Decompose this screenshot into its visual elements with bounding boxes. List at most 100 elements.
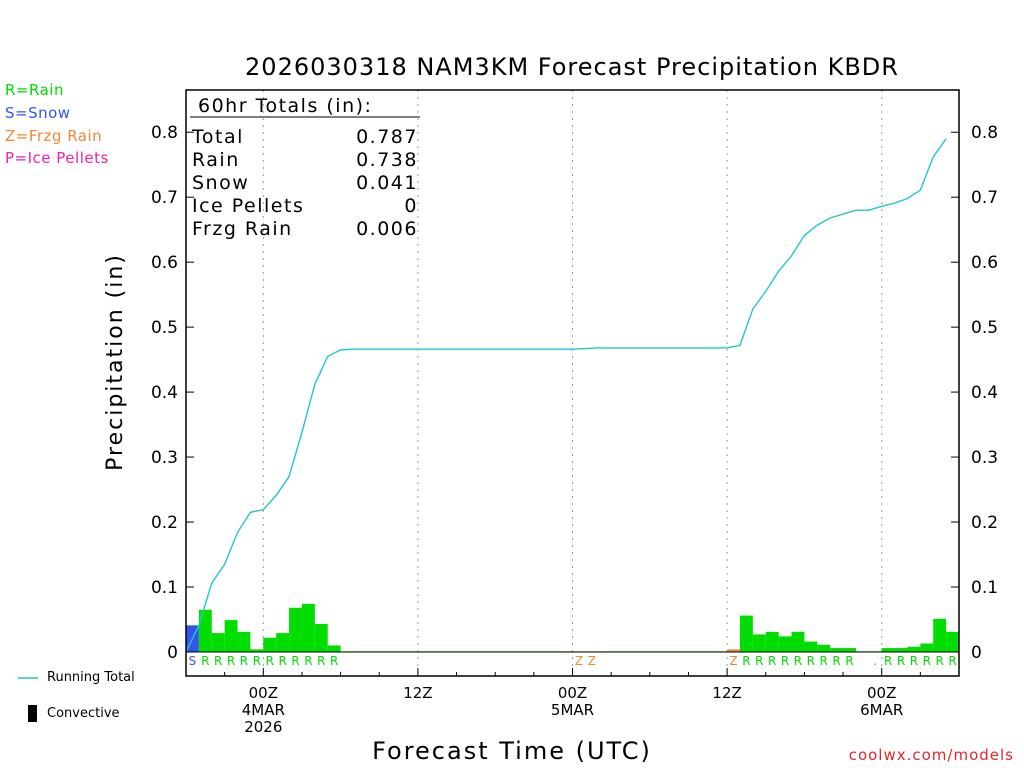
precip-bar-h50	[817, 644, 831, 652]
y-tick-label-left: 0.4	[151, 383, 178, 403]
ptype-label-h12: R	[330, 654, 338, 668]
precip-bar-h55	[881, 648, 895, 652]
chart-title: 2026030318 NAM3KM Forecast Precipitation…	[245, 53, 899, 81]
y-tick-label-right: 0.5	[971, 318, 998, 338]
running-total-line	[185, 138, 947, 653]
ptype-label-h51: R	[832, 654, 840, 668]
x-tick-label: 12Z	[403, 684, 432, 702]
totals-box: 60hr Totals (in): Total 0.787 Rain 0.738…	[190, 95, 420, 240]
x-tick-label: 5MAR	[551, 701, 594, 719]
precip-bar-h52	[843, 648, 856, 652]
ptype-label-h9: R	[291, 654, 299, 668]
y-tick-label-right: 0	[971, 643, 982, 663]
ptype-label-h59: R	[936, 654, 944, 668]
ptype-label-h7: R	[266, 654, 274, 668]
ptype-label-h57: R	[910, 654, 918, 668]
x-tick-label: 12Z	[712, 684, 741, 702]
ptype-label-h6: R	[253, 654, 261, 668]
ptype-label-h31: Z	[575, 654, 583, 668]
precip-bar-h3	[211, 633, 225, 652]
x-tick-label: 00Z	[558, 684, 587, 702]
precip-bar-h7	[263, 637, 277, 652]
legend-frzg-rain: Z=Frzg Rain	[5, 127, 103, 145]
y-tick-label-right: 0.3	[971, 448, 998, 468]
x-axis-label: Forecast Time (UTC)	[372, 737, 652, 765]
totals-value-snow: 0.041	[356, 172, 418, 194]
ptype-label-h10: R	[304, 654, 312, 668]
ptype-label-h1: S	[189, 654, 197, 668]
x-tick-label: 4MAR	[242, 701, 285, 719]
totals-label-ice-pellets: Ice Pellets	[192, 195, 304, 217]
ptype-label-h54: .	[873, 654, 877, 668]
totals-header: 60hr Totals (in):	[198, 95, 372, 117]
ptype-label-h11: R	[317, 654, 325, 668]
totals-label-total: Total	[191, 126, 244, 148]
legend-rain: R=Rain	[5, 81, 64, 99]
ptype-label-h49: R	[807, 654, 815, 668]
y-tick-label-right: 0.6	[971, 253, 998, 273]
y-tick-label-right: 0.4	[971, 383, 998, 403]
precip-bar-h10	[301, 603, 315, 652]
ptype-label-h5: R	[240, 654, 248, 668]
y-tick-label-left: 0.6	[151, 253, 178, 273]
precip-bar-h45	[752, 634, 766, 652]
totals-label-frzg-rain: Frzg Rain	[192, 218, 293, 240]
precip-bar-h8	[276, 633, 290, 652]
precip-bar-h6	[250, 649, 264, 652]
precip-bar-h56	[894, 648, 908, 652]
precip-bar-h12	[327, 645, 341, 652]
convective-legend-label: Convective	[47, 706, 120, 721]
precip-bar-h2	[198, 609, 212, 652]
totals-value-rain: 0.738	[356, 149, 418, 171]
precip-bar-h60	[946, 631, 959, 652]
precip-bar-h11	[314, 624, 328, 652]
precip-bar-h58	[920, 643, 934, 652]
precip-bar-h59	[933, 618, 947, 652]
ptype-label-h43: Z	[729, 654, 737, 668]
watermark: coolwx.com/models	[848, 746, 1014, 764]
legend-snow: S=Snow	[5, 104, 71, 122]
y-tick-label-left: 0.2	[151, 513, 178, 533]
convective-legend-swatch	[28, 705, 37, 722]
running-total-legend-label: Running Total	[47, 670, 135, 685]
y-tick-label-right: 0.8	[971, 123, 998, 143]
ptype-label-h47: R	[781, 654, 789, 668]
legend-ice-pellets: P=Ice Pellets	[5, 149, 109, 167]
ptype-label-h3: R	[214, 654, 222, 668]
y-axis-label: Precipitation (in)	[103, 253, 128, 471]
ptype-label-h58: R	[923, 654, 931, 668]
x-tick-label: 00Z	[249, 684, 278, 702]
ptype-label-h45: R	[755, 654, 763, 668]
ptype-label-h56: R	[897, 654, 905, 668]
precip-bar-h49	[804, 641, 818, 652]
precip-bar-h57	[907, 646, 921, 652]
y-tick-label-left: 0.1	[151, 578, 178, 598]
precip-bar-h48	[791, 631, 805, 652]
y-tick-label-left: 0.8	[151, 123, 178, 143]
y-tick-label-left: 0.7	[151, 188, 178, 208]
x-tick-label: 00Z	[867, 684, 896, 702]
ptype-label-h55: R	[884, 654, 892, 668]
y-tick-label-left: 0.3	[151, 448, 178, 468]
totals-value-total: 0.787	[356, 126, 418, 148]
y-tick-label-left: 0.5	[151, 318, 178, 338]
ptype-label-h46: R	[768, 654, 776, 668]
ptype-label-h8: R	[278, 654, 286, 668]
y-tick-label-right: 0.2	[971, 513, 998, 533]
ptype-label-h52: R	[845, 654, 853, 668]
x-tick-label: 2026	[244, 718, 282, 736]
precip-bar-h51	[830, 648, 844, 652]
precip-bar-h46	[765, 631, 779, 652]
ptype-label-h60: R	[948, 654, 956, 668]
ptype-label-h50: R	[820, 654, 828, 668]
precip-bar-h43	[727, 649, 740, 652]
totals-label-snow: Snow	[192, 172, 249, 194]
y-tick-label-left: 0	[167, 643, 178, 663]
y-tick-label-right: 0.1	[971, 578, 998, 598]
precip-bar-h9	[289, 607, 302, 652]
ptype-label-h4: R	[227, 654, 235, 668]
ptype-label-h44: R	[742, 654, 750, 668]
ptype-label-h2: R	[201, 654, 209, 668]
precip-bar-h5	[237, 631, 251, 652]
